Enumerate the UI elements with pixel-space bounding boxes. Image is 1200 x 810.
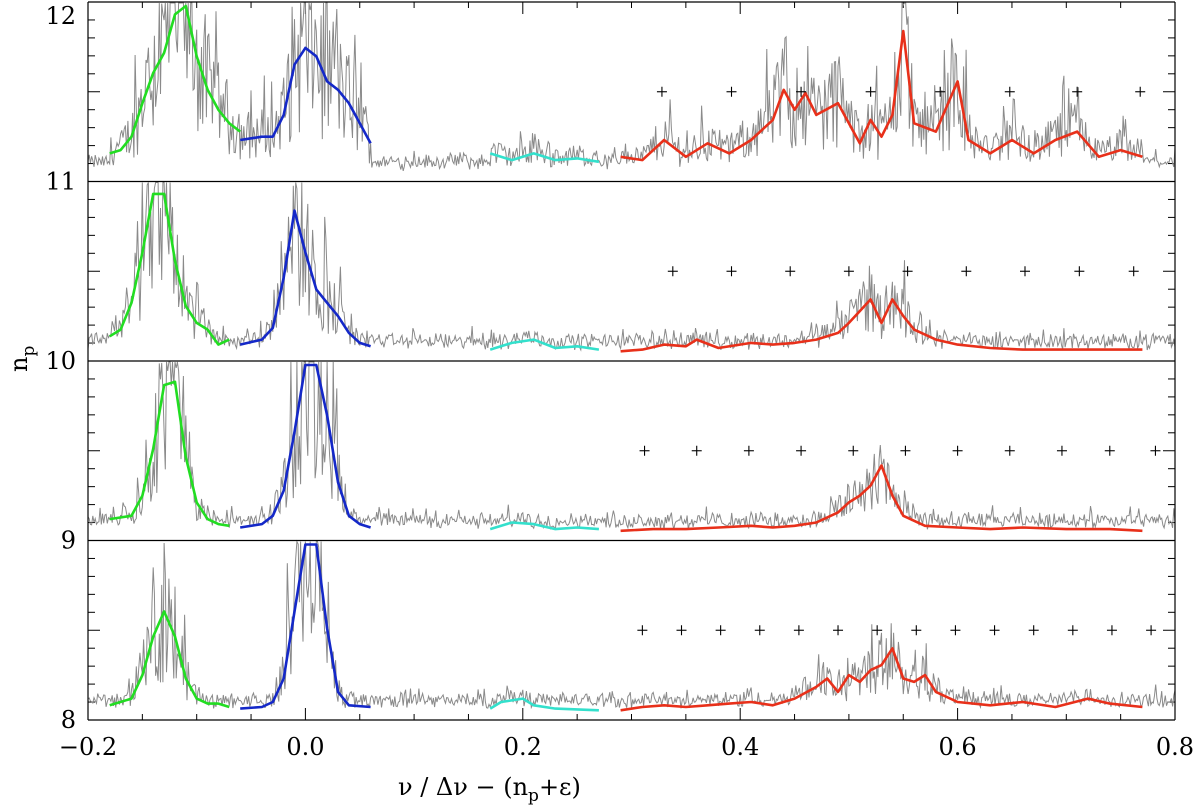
y-tick-label: 12 [45, 2, 76, 30]
x-tick-label: 0.4 [721, 733, 759, 761]
axis-labels: 12 11 10 9 8−0.2 0.0 0.2 0.4 0.6 0.8 [45, 2, 1194, 761]
mixed-l1-smoothed-curve [620, 647, 1143, 712]
y-tick-label: 11 [45, 168, 76, 196]
l2-smoothed-curve [109, 192, 230, 346]
l2-smoothed-curve [109, 610, 230, 709]
x-tick-label: 0.6 [939, 733, 977, 761]
l3-smoothed-curve [489, 521, 599, 531]
x-tick-label: 0.8 [1156, 733, 1194, 761]
plus-markers-layer [637, 86, 1161, 636]
x-axis-title: ν / Δν − (np+ε) [398, 773, 581, 806]
mixed-l1-smoothed-curve [620, 298, 1143, 353]
x-tick-label: −0.2 [59, 733, 117, 761]
l0-smoothed-curve [239, 209, 371, 348]
panel-frames [87, 1, 1176, 721]
l3-smoothed-curve [489, 152, 600, 164]
mixed-l1-smoothed-curve [620, 464, 1143, 533]
y-axis-title-sub: p [19, 346, 39, 357]
spectrum-line [87, 361, 1176, 531]
l3-smoothed-curve [489, 338, 600, 351]
l3-smoothed-curve [489, 697, 599, 712]
spectrum-line [87, 182, 1176, 352]
x-tick-label: 0.2 [504, 733, 542, 761]
l0-smoothed-curve [239, 363, 371, 529]
tick-marks [87, 2, 1176, 720]
spectrum-line [87, 1, 1176, 172]
l2-smoothed-curve [109, 380, 230, 528]
l0-smoothed-curve [240, 46, 372, 144]
y-axis-title-main: n [5, 357, 33, 372]
x-axis-title-tail: +ε) [539, 773, 581, 801]
spectra-layer [87, 1, 1176, 710]
l0-smoothed-curve [240, 543, 371, 710]
smoothed-curves-layer [109, 4, 1143, 712]
spectrum-line [87, 539, 1176, 710]
y-tick-label: 8 [61, 706, 76, 734]
y-tick-label: 9 [61, 527, 76, 555]
x-axis-title-sub: p [528, 786, 539, 806]
l2-smoothed-curve [109, 4, 241, 155]
y-tick-label: 10 [45, 347, 76, 375]
y-axis-title: np [5, 346, 39, 372]
x-axis-title-main: ν / Δν − (n [398, 773, 528, 801]
mixed-l1-smoothed-curve [620, 29, 1143, 162]
x-tick-label: 0.0 [286, 733, 324, 761]
